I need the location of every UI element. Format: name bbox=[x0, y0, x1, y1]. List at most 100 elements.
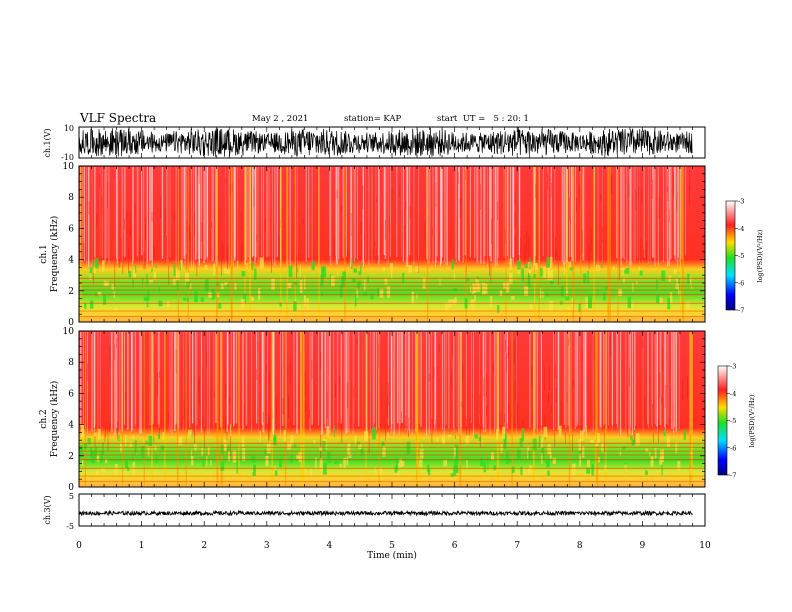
spectrogram-patch bbox=[162, 432, 165, 441]
spectrogram-patch bbox=[321, 266, 324, 278]
spectrogram-patch bbox=[379, 288, 384, 298]
spectrogram-patch bbox=[613, 266, 615, 270]
spectrogram-patch bbox=[279, 302, 282, 307]
spectrogram-patch bbox=[319, 458, 323, 471]
y-tick-label: 4 bbox=[68, 421, 74, 431]
spectrogram-patch bbox=[102, 260, 105, 272]
spectrogram-patch bbox=[540, 288, 542, 299]
spectrogram-patch bbox=[131, 453, 133, 462]
spectrogram-patch bbox=[94, 446, 97, 459]
spectrogram-patch bbox=[578, 303, 581, 312]
spectrogram-patch bbox=[90, 447, 93, 458]
spectrogram-patch bbox=[585, 296, 588, 309]
spectrogram-patch bbox=[621, 267, 625, 276]
ch1-ylabel-channel: ch.1 bbox=[39, 244, 49, 263]
spectrogram-patch bbox=[396, 465, 399, 474]
spectrogram-patch bbox=[478, 283, 481, 292]
spectrogram-patch bbox=[155, 264, 157, 269]
spectrogram-patch bbox=[274, 434, 277, 443]
spectrogram-patch bbox=[398, 458, 402, 468]
spectrogram-patch bbox=[209, 473, 212, 477]
spectrogram-patch bbox=[346, 456, 349, 466]
y-tick-label: 4 bbox=[68, 256, 74, 266]
spectrogram-patch bbox=[180, 260, 183, 269]
spectrogram-patch bbox=[386, 286, 391, 298]
y-tick-label: 6 bbox=[68, 224, 74, 234]
ch1-waveform-ticks bbox=[78, 127, 706, 158]
spectrogram-patch bbox=[543, 426, 548, 438]
y-tick-label: 0 bbox=[68, 318, 74, 328]
spectrogram-patch bbox=[421, 442, 423, 449]
colorbar-tick-label: -4 bbox=[730, 390, 736, 398]
spectrogram-patch bbox=[354, 435, 357, 445]
spectrogram-patch bbox=[97, 291, 102, 296]
spectrogram-patch bbox=[297, 267, 299, 273]
spectrogram-patch bbox=[259, 430, 261, 444]
time-axis: 0 1 2 3 4 5 6 7 8 9 10 bbox=[76, 541, 711, 551]
spectrogram-patch bbox=[145, 440, 148, 445]
spectrogram-patch bbox=[283, 430, 287, 442]
spectrogram-patch bbox=[87, 438, 91, 445]
spectrogram-patch bbox=[382, 267, 386, 272]
spectrogram-patch bbox=[258, 287, 261, 300]
spectrogram-patch bbox=[322, 440, 326, 451]
spectrogram-patch bbox=[360, 448, 364, 456]
spectrogram-patch bbox=[264, 449, 266, 456]
spectrogram-patch bbox=[482, 282, 486, 295]
spectrogram-patch bbox=[132, 435, 135, 440]
spectrogram-patch bbox=[677, 461, 681, 471]
spectrogram-patch bbox=[582, 446, 585, 458]
spectrogram-patch bbox=[632, 282, 634, 292]
spectrogram-patch bbox=[100, 451, 103, 464]
x-tick-label: 8 bbox=[577, 541, 583, 551]
spectrogram-patch bbox=[497, 305, 500, 313]
spectrogram-patch bbox=[678, 277, 681, 291]
spectrogram-patch bbox=[92, 259, 94, 271]
spectrogram-patch bbox=[146, 291, 150, 302]
spectrogram-patch bbox=[502, 426, 506, 440]
ch2-spectrogram-panel: 0 2 4 6 8 10 ch.2 Frequency (kHz) bbox=[39, 327, 706, 493]
spectrogram-patch bbox=[224, 282, 228, 286]
colorbar-ch2-ticks: -3 -4 -5 -6 -7 bbox=[727, 363, 736, 480]
spectrogram-patch bbox=[132, 269, 137, 278]
spectrogram-patch bbox=[540, 437, 543, 449]
spectrogram-patch bbox=[454, 434, 456, 440]
x-tick-label: 3 bbox=[264, 541, 270, 551]
x-tick-label: 2 bbox=[201, 541, 207, 551]
spectrogram-patch bbox=[311, 261, 315, 271]
spectrogram-patch bbox=[236, 461, 238, 474]
spectrogram-patch bbox=[114, 307, 118, 313]
spectrogram-patch bbox=[419, 449, 424, 459]
spectrogram-patch bbox=[287, 282, 292, 289]
y-tick-label: 2 bbox=[68, 287, 74, 297]
colorbar-tick-label: -3 bbox=[730, 363, 736, 371]
spectrogram-patch bbox=[242, 447, 246, 461]
spectrogram-patch bbox=[241, 435, 245, 447]
ch1-ylabel: ch.1(V) bbox=[43, 128, 52, 157]
spectrogram-patch bbox=[234, 283, 237, 291]
spectrogram-patch bbox=[505, 452, 509, 464]
spectrogram-patch bbox=[271, 278, 275, 290]
spectrogram-patch bbox=[649, 450, 651, 457]
spectrogram-patch bbox=[365, 435, 369, 439]
spectrogram-patch bbox=[521, 268, 524, 282]
spectrogram-patch bbox=[296, 454, 301, 459]
spectrogram-patch bbox=[533, 274, 536, 279]
spectrogram-patch bbox=[151, 268, 153, 273]
spectrogram-patch bbox=[503, 436, 507, 449]
spectrogram-patch bbox=[251, 261, 254, 271]
y-tick-label: 10 bbox=[63, 162, 75, 172]
spectrogram-patch bbox=[454, 456, 458, 469]
spectrogram-patch bbox=[587, 459, 590, 471]
spectrogram-patch bbox=[636, 433, 640, 446]
spectrogram-patch bbox=[596, 433, 600, 443]
spectrogram-patch bbox=[540, 267, 543, 277]
spectrogram-patch bbox=[547, 470, 550, 477]
spectrogram-patch bbox=[185, 272, 189, 286]
spectrogram-patch bbox=[148, 435, 153, 447]
spectrogram-patch bbox=[227, 451, 230, 462]
spectrogram-patch bbox=[499, 290, 503, 297]
spectrogram-patch bbox=[560, 286, 564, 297]
spectrogram-patch bbox=[191, 456, 194, 466]
